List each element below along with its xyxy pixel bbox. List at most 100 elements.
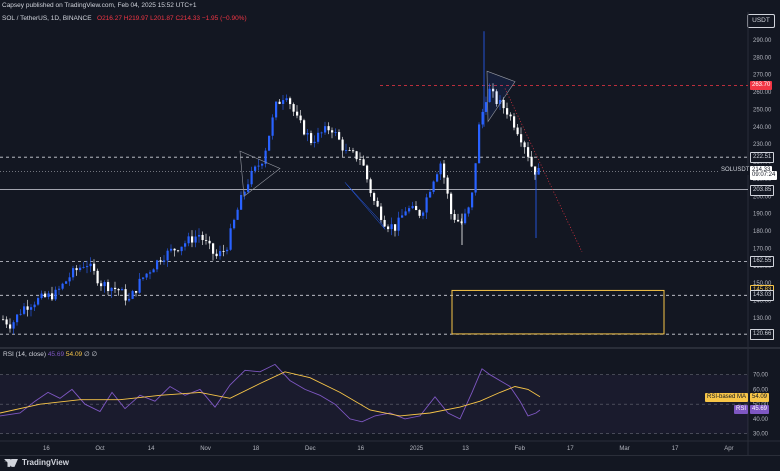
candle-body xyxy=(208,240,211,244)
price-scale-label[interactable]: 214.33 xyxy=(750,166,773,176)
pattern-triangle xyxy=(486,70,516,123)
tradingview-icon xyxy=(4,458,18,467)
candle-body xyxy=(44,293,47,297)
candle-body xyxy=(226,249,229,252)
rsi-ma-line xyxy=(0,371,541,417)
candle-body xyxy=(415,206,418,211)
candle-body xyxy=(376,200,379,207)
candle-body xyxy=(271,117,274,136)
price-scale-label[interactable]: 263.70 xyxy=(750,80,773,90)
candle-body xyxy=(355,151,358,160)
time-tick-label: Nov xyxy=(200,446,211,452)
time-tick-label: 17 xyxy=(567,446,574,452)
candle-body xyxy=(401,215,404,218)
price-scale-label[interactable]: SOLUSDT xyxy=(719,166,752,176)
price-scale-label[interactable]: 222.51 xyxy=(750,152,775,164)
candle-body xyxy=(530,156,533,167)
candle-body xyxy=(387,226,390,230)
price-scale-label[interactable]: 09:07:24 xyxy=(750,171,778,181)
candle-body xyxy=(12,322,15,329)
rsi-empty-2: ∅ xyxy=(91,351,98,358)
candle-body xyxy=(313,141,316,144)
price-scale-label[interactable]: 143.03 xyxy=(750,290,775,302)
price-scale-label[interactable]: 120.66 xyxy=(750,329,775,341)
time-tick-label: Oct xyxy=(95,446,105,452)
price-scale-label[interactable]: 203.85 xyxy=(750,184,775,196)
candle-body xyxy=(180,246,183,252)
candle-body xyxy=(303,120,306,135)
candle-body xyxy=(369,179,372,194)
pattern-triangle xyxy=(239,150,281,197)
candle-body xyxy=(495,91,498,104)
candle-body xyxy=(86,266,89,268)
candle-body xyxy=(72,268,75,278)
price-tick-label: 200.00 xyxy=(753,194,772,200)
candle-body xyxy=(156,260,159,270)
candle-body xyxy=(229,228,232,250)
candle-body xyxy=(432,181,435,192)
candle-body xyxy=(516,127,519,135)
candle-body xyxy=(37,298,40,305)
candle-body xyxy=(292,104,295,112)
candle-body xyxy=(75,268,78,271)
candle-body xyxy=(110,287,113,292)
candle-body xyxy=(177,250,180,252)
candle-body xyxy=(191,236,194,243)
candle-body xyxy=(68,277,71,282)
price-tick-label: 180.00 xyxy=(753,229,772,235)
rsi-scale-value[interactable]: 45.69 xyxy=(750,405,770,415)
candle-body xyxy=(40,293,43,299)
candle-body xyxy=(233,219,236,229)
candle-body xyxy=(33,304,36,308)
price-tick-label: 190.00 xyxy=(753,212,772,218)
rsi-line xyxy=(0,363,541,423)
candle-body xyxy=(408,208,411,212)
candle-body xyxy=(320,132,323,134)
footer-bar: TradingView xyxy=(0,455,780,471)
pattern-triangle xyxy=(344,182,386,230)
publication-text: Capsey published on TradingView.com, Feb… xyxy=(2,2,197,9)
time-tick-label: 13 xyxy=(462,446,469,452)
candle-body xyxy=(467,207,470,214)
candle-body xyxy=(471,192,474,208)
rsi-scale-value[interactable]: 54.09 xyxy=(750,393,770,403)
candle-body xyxy=(345,150,348,152)
rsi-title[interactable]: RSI (14, close) xyxy=(3,351,46,358)
symbol-name[interactable]: SOL / TetherUS, 1D, BINANCE xyxy=(2,15,92,22)
rsi-tick-label: 40.00 xyxy=(753,417,769,423)
candle-body xyxy=(82,267,85,268)
tradingview-logo[interactable]: TradingView xyxy=(4,458,69,467)
candle-body xyxy=(19,313,22,315)
candle-body xyxy=(327,126,330,131)
candle-body xyxy=(499,99,502,104)
candle-body xyxy=(23,306,26,314)
candle-body xyxy=(509,114,512,117)
candle-body xyxy=(310,133,313,144)
candle-body xyxy=(278,101,281,104)
rsi-scale-tag: RSI-based MA xyxy=(704,393,748,403)
price-tick-label: 230.00 xyxy=(753,142,772,148)
candle-body xyxy=(520,134,523,143)
rsi-tick-label: 50.00 xyxy=(753,402,769,408)
candle-body xyxy=(275,101,278,118)
candle-body xyxy=(149,272,152,274)
chart-canvas[interactable]: 290.00 280.00 270.00 260.00 250.00 240.00 230.… xyxy=(0,0,780,455)
candle-body xyxy=(478,124,481,164)
price-scale-label[interactable]: 162.55 xyxy=(750,256,775,268)
candle-body xyxy=(79,267,82,271)
candle-body xyxy=(138,278,141,293)
candle-body xyxy=(390,224,393,230)
candle-body xyxy=(362,159,365,166)
candle-body xyxy=(159,260,162,262)
candle-body xyxy=(222,251,225,252)
candle-body xyxy=(422,212,425,216)
price-tick-label: 280.00 xyxy=(753,55,772,61)
candle-body xyxy=(131,291,134,299)
candle-body xyxy=(331,130,334,133)
candle-body xyxy=(93,263,96,271)
candle-body xyxy=(324,126,327,133)
candle-body xyxy=(30,307,33,310)
candle-body xyxy=(380,206,383,220)
candle-body xyxy=(247,184,250,192)
candle-body xyxy=(257,165,260,167)
